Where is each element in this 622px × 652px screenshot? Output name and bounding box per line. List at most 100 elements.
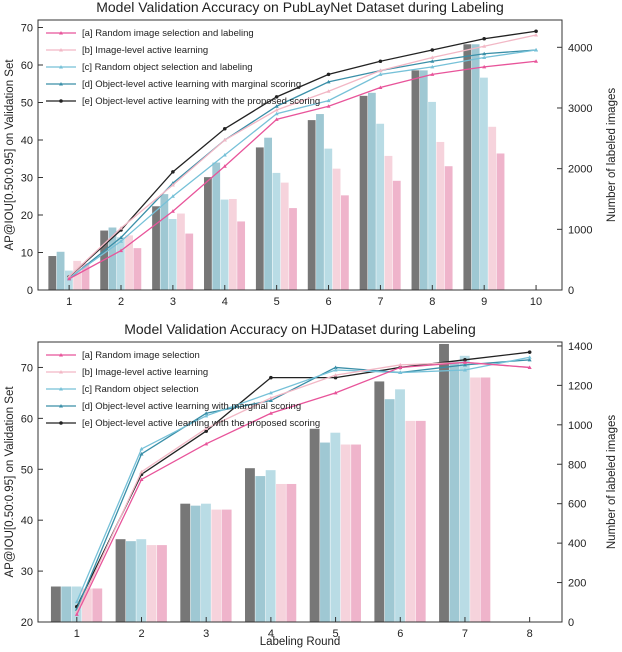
chart2-y2tick-label: 800	[568, 459, 586, 471]
chart1-ylabel: AP@IOU[0.50:0.95] on Validation Set	[4, 59, 16, 251]
chart1-point-2-8	[482, 55, 487, 59]
chart1-legend-marker	[59, 48, 63, 52]
chart1-point-2-7	[430, 64, 435, 69]
chart2-point-4-6	[462, 360, 467, 364]
chart1-point-3-1	[119, 226, 124, 230]
chart2-bar-2-1	[136, 539, 147, 622]
chart1-point-3-7	[430, 55, 435, 59]
chart2-bar-4-0	[92, 588, 103, 622]
chart1-point-1-1	[119, 235, 124, 239]
chart2-bar-0-3	[245, 468, 255, 622]
chart1-point-1-8	[482, 51, 487, 56]
chart1-bar-4-8	[496, 153, 505, 290]
chart1-point-2-5	[326, 98, 331, 103]
chart2-y2tick-label: 200	[568, 578, 586, 590]
chart2-bar-1-6	[449, 361, 460, 622]
chart1-point-4-4	[274, 117, 279, 121]
chart1-legend-label: [c] Random object selection and labeling	[82, 62, 253, 73]
chart1-bar-1-3	[212, 162, 221, 290]
chart1-bar-3-8	[488, 126, 497, 290]
chart1-bar-3-5	[332, 168, 341, 290]
chart1-point-3-5	[326, 89, 331, 93]
chart1-legend-marker	[59, 82, 63, 86]
chart2-bar-3-2	[211, 509, 222, 622]
chart2-legend-label: [e] Object-level active learning with th…	[82, 418, 320, 429]
chart1-point-3-6	[378, 68, 383, 73]
chart2-point-2-2	[204, 413, 209, 418]
chart1-xtick-label: 2	[118, 296, 124, 308]
chart1-bar-0-4	[255, 147, 264, 290]
chart1-bar-4-5	[340, 195, 349, 290]
chart1-bar-2-0	[64, 270, 73, 290]
chart2-ytick-label: 40	[21, 515, 33, 527]
chart1-y2tick-label: 3000	[568, 103, 592, 115]
chart1-bar-4-0	[81, 263, 90, 290]
chart2-xtick-label: 2	[138, 628, 144, 640]
chart1-point-3-9	[534, 33, 539, 37]
chart1-bar-0-6	[359, 95, 368, 290]
chart1-bar-4-2	[185, 233, 194, 290]
chart2-bar-4-6	[480, 377, 491, 622]
chart2-legend-marker	[59, 387, 63, 391]
chart1-y2tick-label: 1000	[568, 224, 592, 236]
chart2-bar-4-5	[415, 420, 426, 622]
chart1-bar-2-3	[220, 199, 229, 290]
chart2-bar-0-6	[439, 343, 449, 622]
chart1-bar-3-3	[228, 198, 237, 290]
chart1-xtick-label: 9	[481, 296, 487, 308]
chart2-y2label: Number of labeled images	[606, 415, 618, 549]
chart2-point-4-4	[333, 390, 338, 395]
chart1-line-4	[68, 60, 537, 280]
chart2-point-1-1	[139, 452, 144, 456]
chart2-point-2-6	[462, 368, 467, 372]
chart2-point-1-2	[204, 411, 209, 415]
chart2-y2tick-label: 0	[568, 617, 574, 629]
chart1-xtick-label: 8	[429, 296, 435, 308]
chart1-bar-0-3	[204, 177, 212, 290]
chart2-bar-1-4	[320, 442, 330, 622]
chart2-bar-3-1	[146, 545, 157, 622]
chart2-bar-1-5	[384, 399, 395, 622]
chart2-point-0-2	[204, 429, 208, 433]
chart1-point-1-4	[274, 104, 279, 108]
chart2-bar-2-3	[265, 470, 276, 622]
chart1-y2tick-label: 0	[568, 285, 574, 297]
chart1-ytick-label: 50	[21, 98, 33, 110]
chart1-point-1-7	[430, 59, 435, 63]
chart2-bar-2-5	[395, 389, 405, 622]
chart1-point-4-9	[534, 59, 539, 63]
chart1-point-0-7	[430, 48, 435, 52]
chart2-ytick-label: 70	[21, 362, 33, 374]
chart1-line-1	[68, 49, 537, 280]
chart1-line-3	[68, 34, 537, 277]
chart2-bar-4-4	[351, 444, 361, 622]
chart2-bar-0-2	[180, 503, 191, 622]
chart2-point-2-1	[139, 446, 144, 451]
chart1-point-3-8	[482, 44, 487, 48]
chart1-point-4-1	[119, 248, 124, 253]
chart1-line-2	[68, 49, 537, 279]
chart2-y2tick-label: 1400	[568, 341, 592, 353]
chart1-frame	[37, 19, 563, 291]
chart1-point-2-1	[119, 239, 124, 243]
chart1-title: Model Validation Accuracy on PubLayNet D…	[96, 0, 504, 15]
chart1-ytick-label: 30	[21, 173, 33, 185]
chart1-bar-3-4	[280, 182, 289, 290]
chart2-point-1-6	[462, 362, 467, 367]
chart1-point-4-0	[67, 276, 72, 281]
chart1-xtick-label: 7	[377, 296, 383, 308]
chart1-bar-2-5	[324, 148, 333, 290]
chart2-legend-marker	[59, 370, 63, 374]
chart1-bar-2-2	[168, 219, 177, 290]
chart1-legend-label: [e] Object-level active learning with th…	[82, 96, 320, 107]
chart1-point-2-4	[274, 111, 279, 116]
chart1-point-0-5	[326, 72, 331, 77]
chart2-ytick-label: 60	[21, 413, 33, 425]
chart1-bar-3-0	[73, 260, 82, 290]
chart2-bar-4-2	[221, 509, 232, 622]
chart2-bar-2-0	[71, 586, 82, 622]
chart1-point-0-9	[534, 29, 538, 34]
chart2-bar-1-0	[61, 586, 72, 622]
chart2-line-1	[76, 359, 530, 610]
